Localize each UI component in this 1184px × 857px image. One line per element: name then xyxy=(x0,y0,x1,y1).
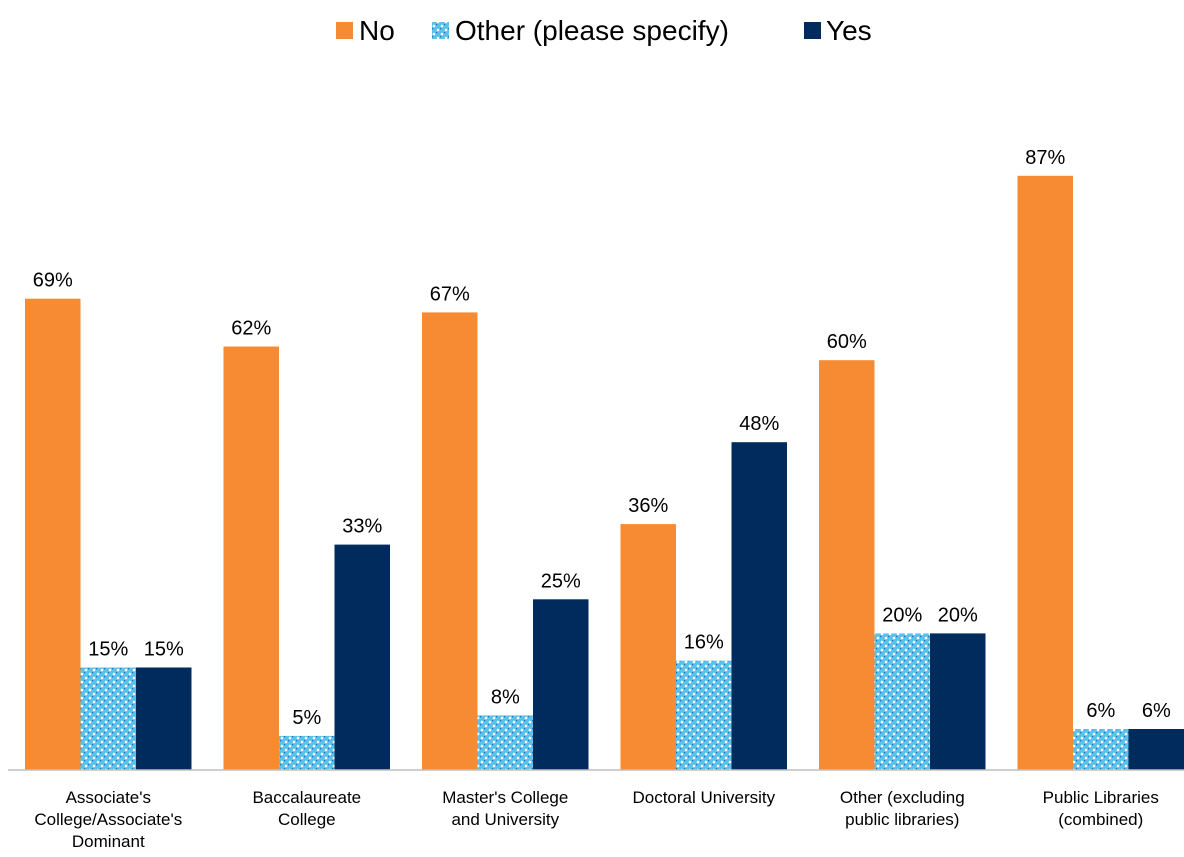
bar-no-0 xyxy=(25,299,81,770)
legend-swatch-other-please-specify xyxy=(432,22,449,39)
legend-swatch-yes xyxy=(804,22,821,39)
value-label-no-1: 62% xyxy=(231,318,271,340)
value-label-other-please-specify-0: 15% xyxy=(88,639,128,661)
bars-group xyxy=(25,176,1184,770)
bar-yes-1 xyxy=(335,545,391,770)
category-label-5: Public Libraries (combined) xyxy=(1043,788,1159,829)
value-labels-group: 69% 15% 15% 62% 5% 33% 67% 8% 25% 36% 16% 48% 60% 20%… xyxy=(33,147,1171,729)
value-label-yes-5: 6% xyxy=(1142,700,1171,722)
bar-no-5 xyxy=(1018,176,1074,770)
value-label-other-please-specify-2: 8% xyxy=(491,686,520,708)
legend: No Other (please specify) Yes xyxy=(336,15,872,46)
value-label-no-5: 87% xyxy=(1025,147,1065,169)
bar-other-please-specify-1 xyxy=(279,736,335,770)
category-label-1: Baccalaureate College xyxy=(252,788,361,829)
bar-other-please-specify-2 xyxy=(478,715,534,770)
value-label-yes-4: 20% xyxy=(938,604,978,626)
category-label-line: Master's College xyxy=(442,788,568,807)
bar-other-please-specify-0 xyxy=(81,668,137,771)
value-label-other-please-specify-5: 6% xyxy=(1086,700,1115,722)
value-label-yes-0: 15% xyxy=(144,639,184,661)
category-label-line: College xyxy=(278,810,336,829)
bar-other-please-specify-4 xyxy=(875,633,931,770)
legend-swatch-no xyxy=(336,22,353,39)
category-label-4: Other (excluding public libraries) xyxy=(840,788,965,829)
legend-label-yes: Yes xyxy=(826,15,872,46)
bar-yes-0 xyxy=(136,668,192,771)
value-label-no-0: 69% xyxy=(33,270,73,292)
category-labels-group: Associate's College/Associate's Dominant Ba… xyxy=(34,788,1159,851)
value-label-other-please-specify-4: 20% xyxy=(882,604,922,626)
category-label-line: public libraries) xyxy=(845,810,959,829)
category-label-line: and University xyxy=(451,810,559,829)
category-label-line: Associate's xyxy=(66,788,151,807)
value-label-other-please-specify-1: 5% xyxy=(292,707,321,729)
value-label-no-2: 67% xyxy=(430,283,470,305)
category-label-line: Dominant xyxy=(72,832,145,851)
legend-label-other-please-specify: Other (please specify) xyxy=(455,15,729,46)
value-label-yes-3: 48% xyxy=(739,413,779,435)
value-label-no-3: 36% xyxy=(628,495,668,517)
bar-no-4 xyxy=(819,360,875,770)
category-label-2: Master's College and University xyxy=(442,788,568,829)
category-label-0: Associate's College/Associate's Dominant xyxy=(34,788,182,851)
category-label-line: Doctoral University xyxy=(632,788,775,807)
bar-yes-3 xyxy=(732,442,788,770)
bar-yes-2 xyxy=(533,599,589,770)
bar-no-3 xyxy=(621,524,677,770)
category-label-line: Public Libraries xyxy=(1043,788,1159,807)
bar-other-please-specify-3 xyxy=(676,661,732,770)
bar-no-1 xyxy=(224,347,280,771)
value-label-yes-2: 25% xyxy=(541,570,581,592)
category-label-line: (combined) xyxy=(1058,810,1143,829)
value-label-other-please-specify-3: 16% xyxy=(684,632,724,654)
bar-yes-4 xyxy=(930,633,986,770)
bar-yes-5 xyxy=(1129,729,1184,770)
bar-other-please-specify-5 xyxy=(1073,729,1129,770)
category-label-3: Doctoral University xyxy=(632,788,775,807)
legend-label-no: No xyxy=(359,15,395,46)
category-label-line: Other (excluding xyxy=(840,788,965,807)
category-label-line: Baccalaureate xyxy=(252,788,361,807)
bar-no-2 xyxy=(422,312,478,770)
value-label-yes-1: 33% xyxy=(342,516,382,538)
category-label-line: College/Associate's xyxy=(34,810,182,829)
value-label-no-4: 60% xyxy=(827,331,867,353)
